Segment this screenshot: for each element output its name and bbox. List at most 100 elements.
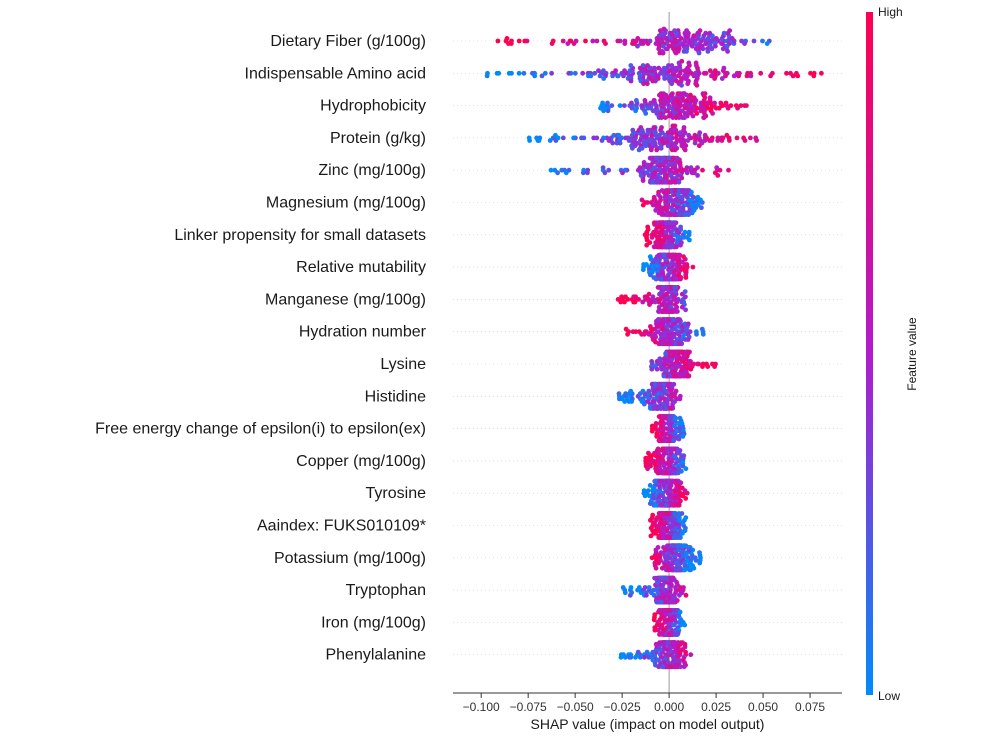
shap-dot: [665, 143, 671, 149]
shap-dot: [580, 170, 586, 176]
shap-dot: [653, 41, 659, 46]
shap-dot: [683, 307, 688, 313]
shap-dot: [646, 143, 652, 149]
shap-dot: [651, 197, 657, 203]
shap-dot: [650, 657, 656, 663]
shap-dot: [683, 496, 689, 501]
shap-dot: [727, 138, 732, 143]
feature-label: Dietary Fiber (g/100g): [270, 33, 426, 50]
shap-dot: [649, 428, 655, 434]
shap-dot: [696, 143, 702, 149]
shap-dot: [647, 483, 653, 488]
shap-dot: [679, 349, 685, 355]
shap-dot: [667, 373, 672, 379]
shap-dot: [654, 366, 660, 372]
shap-dot: [682, 212, 687, 217]
shap-dot: [665, 130, 671, 136]
shap-dot: [680, 493, 685, 499]
shap-dot: [681, 543, 687, 549]
shap-dot: [560, 135, 566, 141]
shap-dot: [664, 285, 670, 290]
shap-dot: [516, 70, 522, 76]
shap-dot: [610, 73, 615, 79]
x-tick-label: 0.075: [795, 700, 825, 714]
shap-dot: [641, 160, 647, 165]
shap-dot: [667, 78, 673, 84]
shap-dot: [657, 28, 663, 33]
colorbar-gradient: [866, 12, 873, 695]
shap-dot: [695, 173, 700, 178]
shap-dot: [548, 167, 554, 173]
shap-dot: [644, 592, 649, 598]
shap-dot: [672, 373, 677, 379]
shap-dot: [651, 244, 657, 250]
shap-dot: [668, 664, 674, 670]
shap-dot: [646, 331, 652, 337]
shap-dot: [622, 399, 628, 404]
shap-dot: [610, 140, 616, 146]
shap-dot: [650, 294, 656, 300]
shap-dot: [689, 43, 695, 49]
shap-dot: [666, 252, 672, 258]
shap-dot: [699, 205, 704, 211]
shap-dot: [659, 188, 665, 193]
shap-dot: [784, 70, 789, 76]
shap-dot: [691, 95, 697, 101]
shap-dot: [679, 304, 685, 310]
shap-dot: [616, 132, 622, 138]
shap-dot: [738, 103, 744, 108]
shap-dot: [649, 155, 655, 161]
shap-dot: [714, 165, 720, 171]
shap-dot: [670, 91, 675, 96]
shap-dot: [654, 515, 660, 521]
shap-dot: [676, 212, 682, 217]
shap-dot: [649, 359, 655, 364]
shap-dot: [688, 165, 694, 171]
shap-dot: [679, 421, 685, 426]
shap-dot: [654, 147, 660, 153]
shap-dot: [616, 391, 622, 397]
shap-dot: [619, 294, 624, 300]
shap-dot: [667, 212, 673, 217]
shap-dot: [669, 63, 675, 68]
shap-dot: [652, 612, 658, 617]
shap-dot: [684, 349, 690, 355]
shap-dot: [495, 38, 501, 44]
shap-dot: [691, 33, 697, 39]
shap-dot: [615, 73, 621, 79]
shap-dot: [667, 405, 673, 411]
shap-dot: [648, 590, 654, 596]
shap-dot: [659, 179, 665, 185]
shap-dot: [659, 130, 665, 136]
shap-dot: [594, 135, 600, 141]
shap-dot: [671, 438, 677, 443]
shap-dot: [642, 585, 648, 590]
shap-dot: [665, 381, 671, 387]
shap-dot: [649, 453, 655, 459]
shap-dot: [641, 654, 647, 660]
shap-dot: [712, 100, 717, 106]
shap-dot: [718, 100, 724, 106]
shap-dot: [644, 242, 650, 248]
shap-dot: [650, 337, 656, 342]
shap-dot: [673, 535, 679, 540]
shap-dot: [683, 592, 689, 598]
feature-label: Hydrophobicity: [320, 98, 426, 115]
shap-dot: [649, 235, 655, 240]
shap-dot: [686, 229, 692, 235]
shap-dot: [712, 364, 717, 369]
x-axis: −0.100 −0.075 −0.050 −0.025 0.000 0.025 0.050 0…: [453, 692, 842, 714]
shap-dot: [626, 399, 632, 404]
shap-dot: [640, 41, 646, 46]
shap-dot: [651, 220, 657, 226]
shap-dot: [678, 664, 683, 670]
shap-dot: [736, 73, 741, 79]
shap-dot: [680, 530, 685, 536]
shap-dot: [735, 105, 740, 111]
shap-dot: [647, 254, 653, 260]
shap-dot: [702, 132, 708, 138]
shap-dot: [663, 388, 669, 394]
shap-dot: [648, 147, 654, 153]
shap-dot: [685, 212, 691, 217]
